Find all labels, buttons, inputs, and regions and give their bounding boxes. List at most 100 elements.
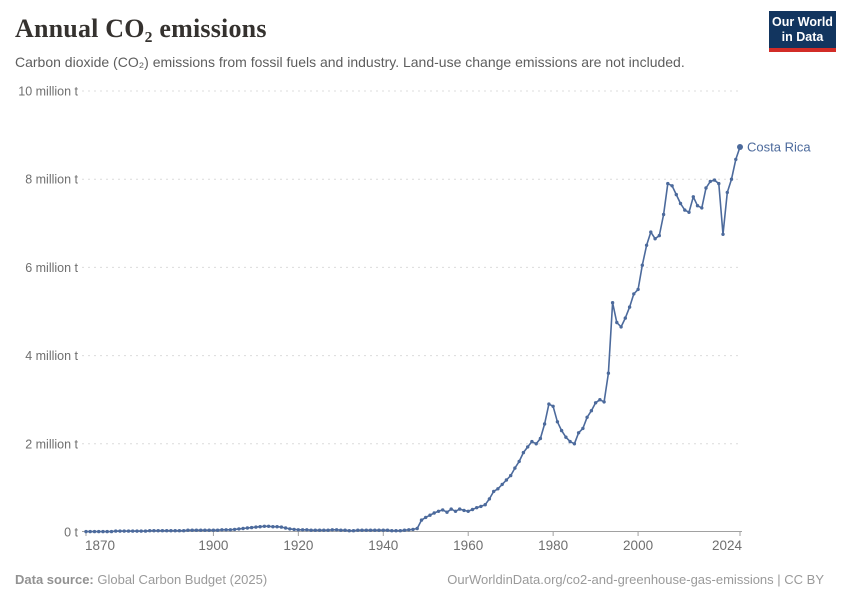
- data-point: [241, 526, 245, 531]
- data-point: [483, 503, 487, 507]
- data-point: [118, 529, 122, 533]
- data-point: [322, 528, 326, 532]
- attribution: OurWorldinData.org/co2-and-greenhouse-ga…: [447, 572, 824, 587]
- data-point: [636, 287, 640, 292]
- data-point: [279, 525, 284, 529]
- data-point: [687, 210, 691, 214]
- data-point: [678, 201, 683, 206]
- data-point: [504, 478, 509, 482]
- data-point: [424, 515, 428, 520]
- data-point: [674, 192, 678, 197]
- data-point: [475, 506, 479, 510]
- data-point: [462, 508, 466, 513]
- data-point: [517, 459, 521, 464]
- x-axis-tick-label: 1960: [453, 538, 483, 553]
- data-point: [449, 507, 453, 511]
- data-point: [390, 529, 394, 533]
- data-point: [564, 435, 568, 439]
- x-axis-tick-label: 1940: [368, 538, 398, 553]
- data-point: [135, 529, 139, 533]
- data-point: [347, 529, 351, 533]
- data-point: [737, 144, 743, 150]
- data-point: [126, 529, 131, 533]
- data-point: [441, 508, 445, 512]
- data-point: [156, 529, 160, 533]
- data-point: [92, 529, 97, 534]
- y-axis-tick-label: 0 t: [64, 526, 78, 540]
- y-axis-tick-label: 4 million t: [25, 349, 78, 363]
- data-point: [165, 529, 169, 533]
- data-point: [215, 528, 220, 532]
- data-source-label: Data source:: [15, 572, 94, 587]
- x-axis-tick-label: 2000: [623, 538, 653, 553]
- data-point: [721, 232, 725, 236]
- data-point: [466, 509, 470, 513]
- data-point: [258, 525, 262, 529]
- data-point: [623, 316, 627, 320]
- data-point: [101, 529, 105, 534]
- data-point: [334, 528, 339, 532]
- data-point: [704, 186, 708, 190]
- x-axis-tick-label: 1870: [85, 538, 115, 553]
- data-point: [653, 237, 657, 241]
- data-point: [419, 518, 424, 522]
- series-label: Costa Rica: [747, 140, 811, 155]
- data-point: [627, 305, 632, 309]
- data-point: [152, 529, 156, 533]
- chart-subtitle: Carbon dioxide (CO₂) emissions from foss…: [15, 54, 685, 70]
- data-point: [585, 415, 589, 419]
- data-point: [479, 504, 483, 509]
- y-axis-tick-label: 8 million t: [25, 173, 78, 187]
- data-point: [313, 528, 317, 532]
- data-point: [381, 528, 385, 532]
- data-point: [500, 482, 504, 487]
- data-point: [271, 525, 275, 529]
- owid-logo[interactable]: Our World in Data: [769, 11, 836, 52]
- data-point: [97, 529, 101, 534]
- data-point: [593, 401, 598, 405]
- data-point: [725, 190, 729, 195]
- data-point: [470, 507, 475, 512]
- emissions-line: [85, 146, 741, 533]
- data-point: [547, 402, 551, 406]
- data-point: [691, 195, 695, 199]
- data-point: [203, 528, 207, 532]
- data-point: [84, 529, 88, 534]
- data-point: [254, 525, 258, 529]
- data-point: [700, 206, 704, 210]
- data-point: [177, 529, 182, 533]
- data-point: [695, 204, 700, 208]
- data-point: [309, 528, 313, 532]
- y-axis-tick-label: 2 million t: [25, 437, 78, 451]
- data-point: [602, 400, 606, 404]
- data-point: [339, 528, 343, 532]
- data-point: [122, 529, 126, 533]
- data-point: [211, 528, 216, 532]
- data-point: [530, 439, 534, 444]
- data-point: [317, 528, 322, 532]
- data-point: [576, 431, 581, 435]
- data-point: [296, 528, 300, 532]
- data-point: [385, 528, 390, 532]
- data-point: [521, 450, 526, 455]
- data-point: [356, 528, 360, 532]
- data-point: [300, 528, 305, 532]
- data-point: [615, 320, 619, 325]
- data-point: [555, 420, 560, 424]
- data-point: [445, 510, 449, 514]
- data-point: [717, 181, 721, 186]
- data-point: [266, 524, 271, 528]
- data-point: [402, 528, 407, 532]
- data-point: [169, 529, 173, 533]
- data-point: [377, 528, 381, 532]
- data-point: [729, 177, 734, 181]
- data-point: [228, 528, 233, 532]
- data-point: [288, 527, 292, 531]
- data-point: [305, 528, 309, 532]
- data-point: [114, 529, 118, 533]
- data-point: [589, 409, 594, 413]
- data-point: [734, 157, 738, 162]
- data-point: [360, 528, 364, 532]
- data-point: [619, 325, 623, 329]
